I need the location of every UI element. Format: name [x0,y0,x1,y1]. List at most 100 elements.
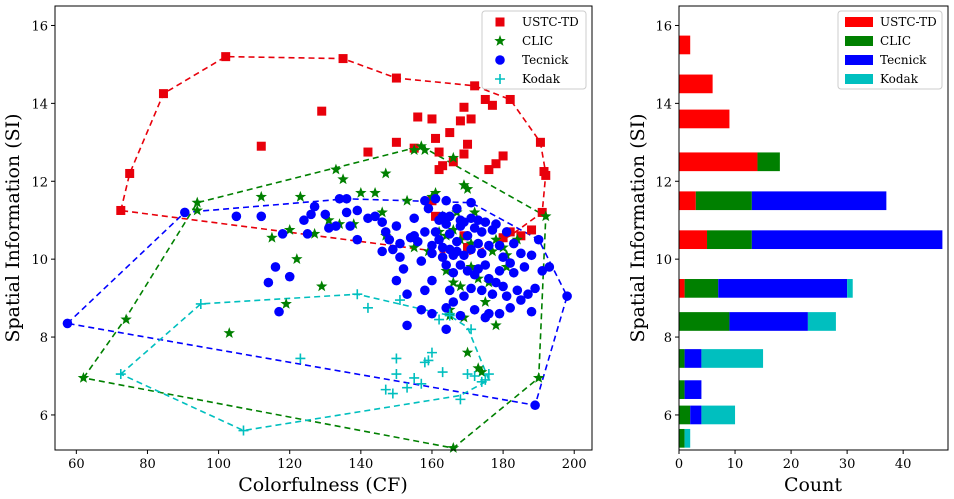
point-clic [476,366,488,377]
bar-segment-ustc-td [679,230,708,250]
point-tecnick [469,304,480,315]
x-tick-label: 120 [277,457,302,472]
point-tecnick [420,227,430,237]
x-tick-label: 60 [68,457,85,472]
y-tick-label: 6 [40,409,48,424]
legend-label-ustc-td: USTC-TD [522,15,579,29]
point-tecnick [441,324,451,335]
point-ustc-td [516,231,526,241]
point-tecnick [331,221,341,231]
point-tecnick [427,248,437,259]
legend-swatch-ustc-td [845,17,873,27]
legend-swatch-tecnick [845,55,873,65]
point-tecnick [491,277,501,288]
point-tecnick [444,285,455,296]
point-kodak [466,324,477,335]
point-tecnick [466,197,476,208]
point-ustc-td [391,137,401,147]
point-clic [500,260,513,272]
point-clic [479,296,492,307]
bar-y-label: Spatial Information (SI) [627,113,649,342]
point-ustc-td [413,112,423,122]
point-tecnick [284,271,295,282]
point-ustc-td [317,106,327,116]
point-clic [294,190,307,202]
point-tecnick [352,205,363,216]
point-ustc-td [445,128,455,138]
point-tecnick [498,281,508,292]
point-tecnick [476,285,487,296]
hull-clic [82,145,547,449]
point-tecnick [473,238,483,249]
point-tecnick [448,267,459,278]
scatter-x-ticks: 60 80 100 120 140 160 180 200 [68,450,587,472]
bar-segment-clic [679,405,691,425]
point-kodak [444,310,455,321]
point-ustc-td [470,81,480,91]
point-clic [408,144,420,155]
bar-segment-tecnick [690,405,702,425]
point-ustc-td [158,89,168,99]
point-tecnick [476,248,487,259]
point-tecnick [302,229,313,239]
bar-segment-ustc-td [679,74,713,94]
point-ustc-td [221,52,231,62]
bar-segment-clic [679,380,685,399]
point-clic [316,280,328,292]
point-tecnick [341,193,352,204]
x-tick-label: 20 [783,457,800,472]
point-tecnick [487,289,498,300]
point-ustc-td [363,147,373,157]
point-tecnick [427,275,437,286]
point-kodak [462,369,473,380]
point-tecnick [516,248,526,259]
point-ustc-td [391,73,401,83]
y-tick-label: 10 [31,253,48,268]
legend-label-kodak: Kodak [880,72,919,86]
legend-marker-clic [494,35,506,46]
point-ustc-td [427,114,437,124]
point-tecnick [409,213,419,224]
scatter-legend: USTC-TD CLIC Tecnick Kodak [481,10,587,90]
point-clic [447,276,460,288]
x-tick-label: 100 [206,457,231,472]
point-ustc-td [527,225,537,235]
point-kodak [238,425,249,436]
point-tecnick [352,234,363,245]
point-tecnick [420,195,430,206]
point-tecnick [416,304,427,315]
point-kodak [426,347,437,358]
point-ustc-td [539,167,549,177]
point-kodak [195,298,206,309]
point-tecnick [299,215,309,226]
point-kodak [402,382,413,393]
bar-x-ticks: 0 10 20 30 40 [675,450,911,472]
point-ustc-td [431,211,441,221]
point-clic [330,163,342,175]
point-kodak [394,295,405,306]
legend-swatch-kodak [845,74,873,84]
y-tick-label: 8 [664,331,672,346]
scatter-legend-box [481,10,587,90]
point-ustc-td [463,139,473,149]
point-ustc-td [505,94,515,104]
bar-segment-ustc-td [679,279,685,298]
y-tick-label: 16 [31,19,48,34]
point-clic [532,371,545,383]
bar-segment-kodak [701,405,736,425]
point-clic [337,173,349,185]
point-tecnick [452,236,462,247]
bar-segment-kodak [807,312,836,331]
hull-tecnick [66,197,568,407]
bar-segment-tecnick [684,349,702,368]
point-ustc-td [125,168,135,178]
point-ustc-td [487,100,497,110]
point-clic [468,206,481,218]
point-tecnick [530,400,540,411]
point-tecnick [334,193,345,204]
point-kodak [295,353,306,364]
point-tecnick [484,240,494,251]
point-clic [461,183,474,194]
y-tick-label: 14 [655,97,672,112]
y-tick-label: 10 [655,253,672,268]
